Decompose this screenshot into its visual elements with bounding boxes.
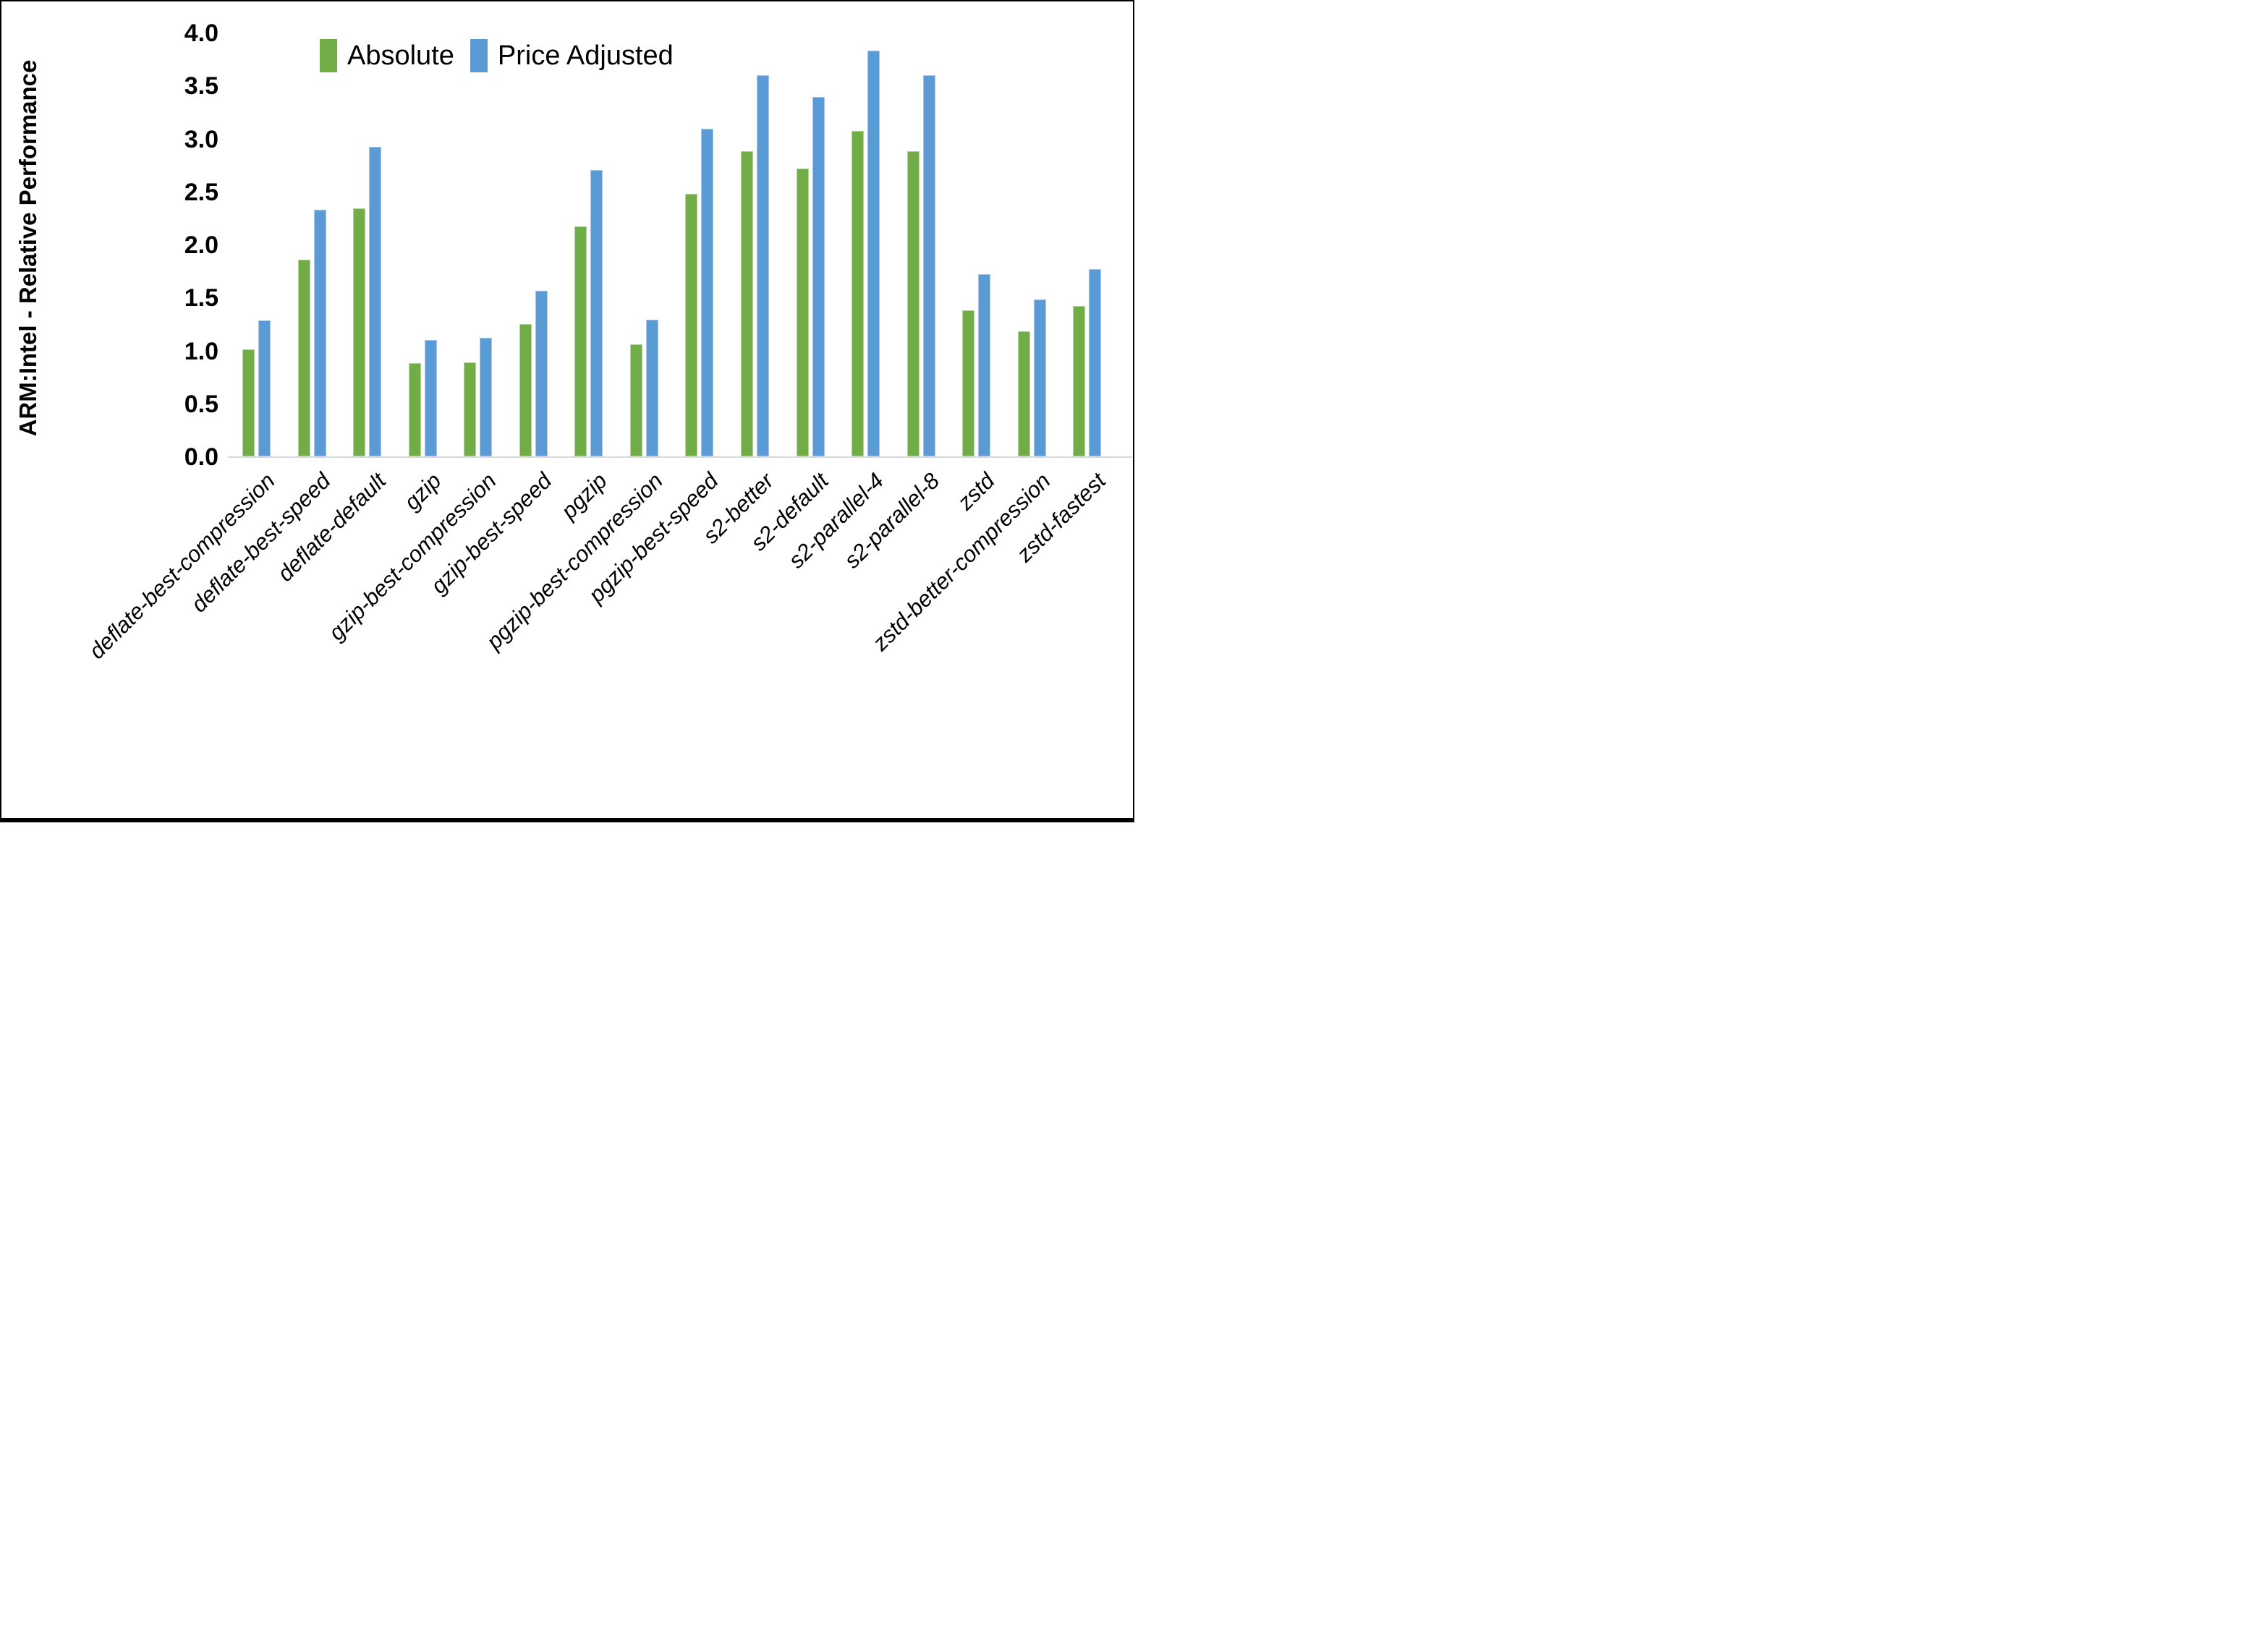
bar-absolute-deflate-best-compression	[242, 349, 255, 456]
bar-price-adjusted-pgzip	[590, 170, 603, 456]
legend: Absolute Price Adjusted	[320, 39, 674, 72]
x-axis-line	[228, 456, 1132, 458]
y-tick-0.5: 0.5	[184, 390, 218, 418]
y-tick-1.0: 1.0	[184, 337, 218, 365]
bar-absolute-s2-better	[740, 151, 753, 456]
bar-absolute-s2-parallel-4	[851, 131, 865, 456]
y-tick-3.0: 3.0	[184, 125, 218, 153]
bar-absolute-s2-default	[796, 168, 809, 456]
bar-price-adjusted-zstd-fastest	[1089, 268, 1102, 456]
bar-price-adjusted-zstd-better-compression	[1033, 299, 1046, 456]
bar-absolute-s2-parallel-8	[906, 151, 919, 456]
bar-absolute-gzip-best-speed	[519, 323, 532, 456]
y-tick-0.0: 0.0	[184, 443, 218, 471]
legend-swatch-price-adjusted	[470, 39, 488, 72]
bar-absolute-gzip-best-compression	[464, 362, 477, 456]
bar-price-adjusted-gzip-best-compression	[480, 337, 493, 456]
legend-item-absolute: Absolute	[320, 39, 454, 72]
bar-price-adjusted-zstd	[978, 274, 991, 456]
y-tick-3.5: 3.5	[184, 72, 218, 101]
legend-label-price-adjusted: Price Adjusted	[497, 40, 674, 71]
bar-absolute-zstd	[962, 310, 975, 456]
bar-price-adjusted-deflate-best-speed	[313, 209, 326, 456]
y-tick-1.5: 1.5	[184, 284, 218, 312]
legend-item-price-adjusted: Price Adjusted	[470, 39, 674, 72]
bar-price-adjusted-s2-default	[812, 97, 825, 456]
bar-price-adjusted-gzip-best-speed	[535, 291, 548, 456]
bar-price-adjusted-s2-better	[756, 74, 769, 456]
bar-absolute-gzip	[408, 363, 421, 456]
bar-absolute-pgzip-best-speed	[685, 193, 698, 456]
y-tick-4.0: 4.0	[184, 20, 218, 47]
bar-price-adjusted-deflate-best-compression	[258, 320, 271, 456]
legend-swatch-absolute	[320, 39, 337, 72]
bar-absolute-pgzip	[574, 226, 587, 456]
bar-price-adjusted-pgzip-best-speed	[701, 129, 714, 456]
bar-absolute-deflate-best-speed	[297, 259, 310, 456]
bar-absolute-deflate-default	[353, 208, 366, 456]
bar-price-adjusted-s2-parallel-8	[922, 74, 935, 456]
x-label-gzip: gzip	[399, 468, 446, 515]
bar-price-adjusted-deflate-default	[369, 147, 382, 456]
x-label-zstd: zstd	[952, 468, 1000, 515]
bar-price-adjusted-gzip	[424, 339, 437, 456]
bar-price-adjusted-pgzip-best-compression	[645, 320, 658, 456]
bar-absolute-zstd-fastest	[1073, 305, 1086, 456]
chart-figure: ARM:Intel - Relative Performance 0.0 0.5 1…	[0, 0, 1134, 822]
bar-absolute-pgzip-best-compression	[629, 344, 642, 456]
y-tick-2.0: 2.0	[184, 231, 218, 259]
bar-absolute-zstd-better-compression	[1017, 331, 1030, 456]
y-tick-2.5: 2.5	[184, 178, 218, 206]
bar-price-adjusted-s2-parallel-4	[867, 50, 880, 456]
y-axis-title: ARM:Intel - Relative Performance	[14, 59, 41, 437]
legend-label-absolute: Absolute	[347, 40, 454, 71]
